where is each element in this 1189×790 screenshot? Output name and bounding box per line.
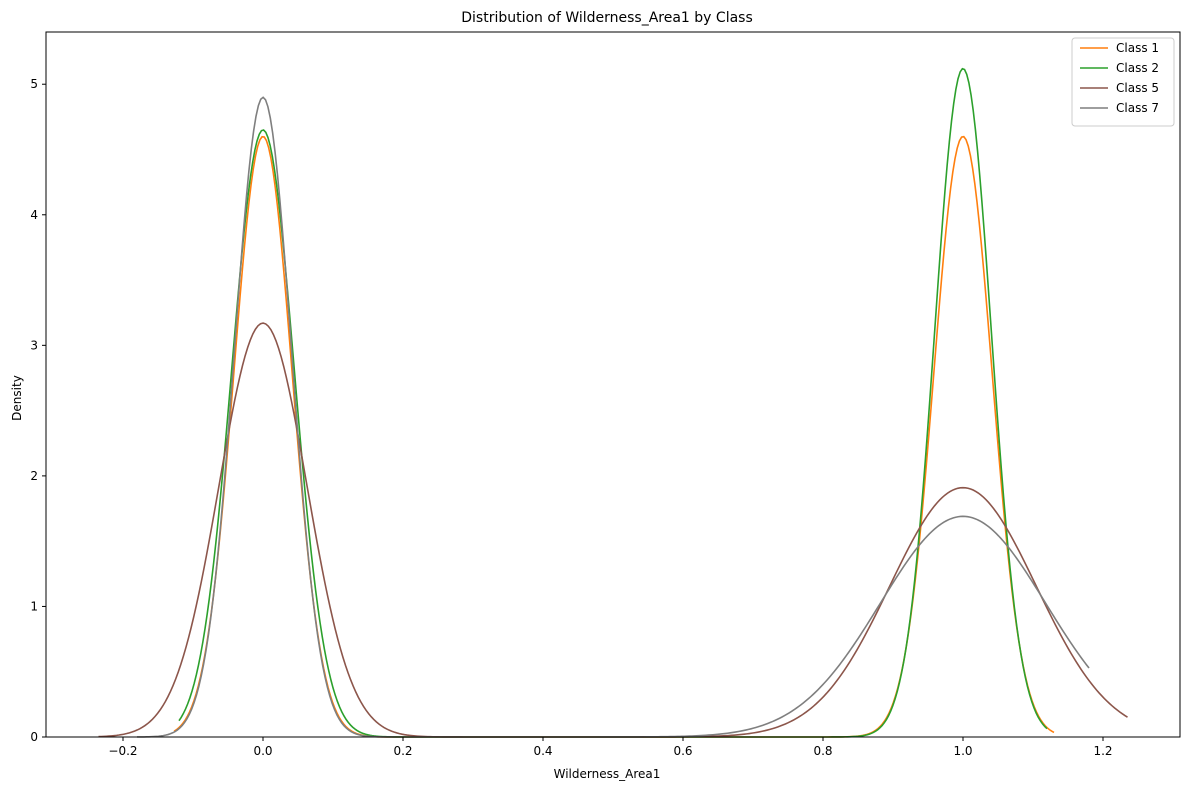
x-tick-label: 1.2 (1093, 744, 1112, 758)
y-tick-label: 5 (30, 77, 38, 91)
y-tick-label: 0 (30, 730, 38, 744)
legend-box (1071, 37, 1175, 127)
legend-entry: Class 1 (1116, 41, 1159, 55)
legend-entry: Class 2 (1116, 61, 1159, 75)
x-tick-label: 0.0 (253, 744, 272, 758)
y-axis-label: Density (10, 375, 24, 421)
legend-entry: Class 5 (1116, 81, 1159, 95)
y-axis-ticks: 0 1 2 3 4 5 (30, 77, 46, 744)
legend-entry: Class 7 (1116, 101, 1159, 115)
x-tick-label: −0.2 (108, 744, 137, 758)
plot-lines (98, 67, 1128, 738)
y-tick-label: 3 (30, 338, 38, 352)
x-axis-ticks: −0.2 0.0 0.2 0.4 0.6 0.8 1.0 1.2 (108, 737, 1113, 758)
y-tick-label: 1 (30, 599, 38, 613)
x-tick-label: 0.2 (393, 744, 412, 758)
chart-title: Distribution of Wilderness_Area1 by Clas… (461, 10, 753, 26)
x-tick-label: 0.4 (533, 744, 552, 758)
x-axis-label: Wilderness_Area1 (554, 767, 661, 781)
y-tick-label: 4 (30, 208, 38, 222)
plot-frame (45, 31, 1181, 738)
series-line-class-2 (178, 67, 1048, 738)
series-line-class-1 (173, 135, 1055, 738)
x-tick-label: 0.6 (673, 744, 692, 758)
legend: Class 1 Class 2 Class 5 Class 7 (1071, 37, 1175, 127)
series-line-class-7 (136, 96, 1090, 738)
y-tick-label: 2 (30, 469, 38, 483)
x-tick-label: 1.0 (953, 744, 972, 758)
x-tick-label: 0.8 (813, 744, 832, 758)
series-line-class-5 (98, 322, 1128, 738)
